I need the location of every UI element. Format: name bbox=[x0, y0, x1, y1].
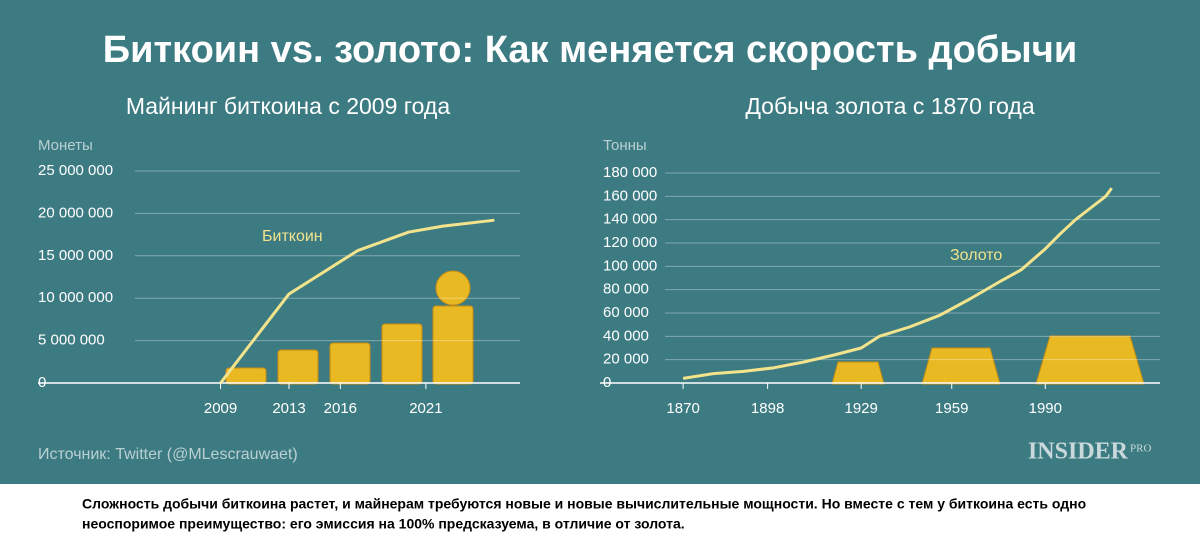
source: Источник: Twitter (@MLescrauwaet) bbox=[38, 446, 298, 463]
y-tick-label: 180 000 bbox=[603, 164, 657, 181]
x-tick-label: 2016 bbox=[324, 400, 357, 417]
y-axis-label: Монеты bbox=[38, 137, 93, 154]
series-line bbox=[682, 187, 1113, 380]
x-tick-label: 1990 bbox=[1029, 400, 1062, 417]
chart-title: Майнинг биткоина с 2009 года bbox=[126, 93, 451, 119]
gold-bars bbox=[831, 335, 1145, 385]
y-tick-label: 140 000 bbox=[603, 211, 657, 228]
caption-line: неоспоримое преимущество: его эмиссия на… bbox=[82, 516, 685, 532]
x-tick-label: 1870 bbox=[666, 400, 699, 417]
x-tick-label: 2009 bbox=[204, 400, 237, 417]
y-tick-label: 40 000 bbox=[603, 327, 649, 344]
series-label: Биткоин bbox=[262, 228, 323, 245]
y-tick-label: 60 000 bbox=[603, 304, 649, 321]
y-tick-label: 120 000 bbox=[603, 234, 657, 251]
x-tick-label: 1929 bbox=[845, 400, 878, 417]
x-tick-label: 1898 bbox=[751, 400, 784, 417]
chart-title: Добыча золота с 1870 года bbox=[745, 93, 1035, 119]
y-tick-label: 10 000 000 bbox=[38, 289, 113, 306]
y-tick-label: 20 000 bbox=[603, 351, 649, 368]
series-line bbox=[219, 218, 495, 384]
series-label: Золото bbox=[950, 247, 1002, 264]
y-tick-label: 80 000 bbox=[603, 281, 649, 298]
x-tick-label: 2021 bbox=[409, 400, 442, 417]
y-tick-label: 100 000 bbox=[603, 257, 657, 274]
y-tick-label: 5 000 000 bbox=[38, 332, 105, 349]
background bbox=[0, 0, 1200, 484]
y-tick-label: 160 000 bbox=[603, 187, 657, 204]
brand: INSIDER bbox=[1028, 439, 1129, 465]
y-tick-label: 20 000 000 bbox=[38, 204, 113, 221]
main-title: Биткоин vs. золото: Как меняется скорост… bbox=[103, 29, 1077, 71]
coin-stacks bbox=[225, 270, 474, 385]
x-tick-label: 2013 bbox=[272, 400, 305, 417]
x-tick-label: 1959 bbox=[935, 400, 968, 417]
y-tick-label: 15 000 000 bbox=[38, 247, 113, 264]
brand-suffix: PRO bbox=[1130, 443, 1151, 455]
caption-line: Сложность добычи биткоина растет, и майн… bbox=[82, 496, 1086, 512]
y-axis-label: Тонны bbox=[603, 137, 647, 154]
y-tick-label: 25 000 000 bbox=[38, 162, 113, 179]
